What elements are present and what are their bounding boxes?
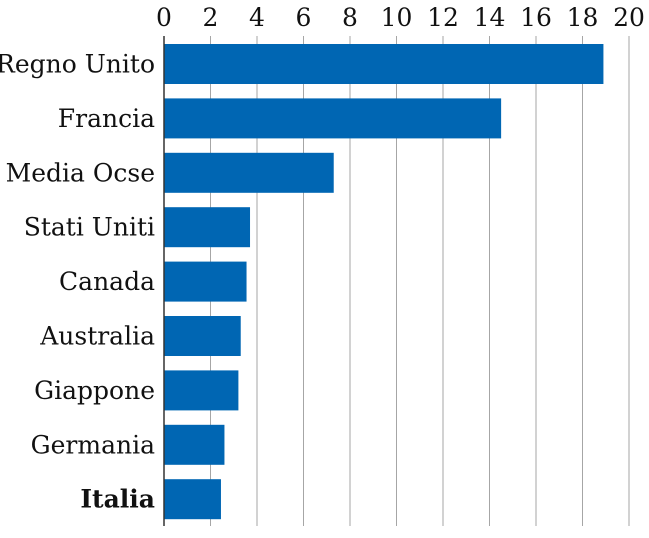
x-axis-tick-labels: 0 2 4 6 8 10 12 14 16 18 20 <box>156 3 645 32</box>
x-tick-label-6: 6 <box>296 3 312 32</box>
bar-francia <box>164 98 502 139</box>
x-tick-label-4: 4 <box>249 3 265 32</box>
x-tick-label-10: 10 <box>381 3 413 32</box>
bar-australia <box>164 316 241 356</box>
bar-germania <box>164 424 225 465</box>
x-tick-label-20: 20 <box>613 3 645 32</box>
category-label-stati-uniti: Stati Uniti <box>24 213 155 242</box>
category-label-giappone: Giappone <box>34 376 155 405</box>
category-label-media-ocse: Media Ocse <box>6 158 155 187</box>
bar-media-ocse <box>164 152 334 193</box>
category-label-francia: Francia <box>58 104 155 133</box>
x-tick-label-14: 14 <box>474 3 506 32</box>
x-tick-label-2: 2 <box>203 3 219 32</box>
category-label-germania: Germania <box>31 430 155 459</box>
bars <box>164 44 604 520</box>
bar-stati-uniti <box>164 207 251 248</box>
bar-canada <box>164 261 247 302</box>
x-tick-label-12: 12 <box>427 3 459 32</box>
bar-italia <box>164 479 221 520</box>
category-label-australia: Australia <box>39 322 155 351</box>
x-tick-label-18: 18 <box>567 3 599 32</box>
bar-giappone <box>164 370 239 411</box>
category-label-canada: Canada <box>59 267 155 296</box>
category-label-italia: Italia <box>80 485 155 514</box>
category-label-regno-unito: Regno Unito <box>0 50 155 79</box>
bar-regno-unito <box>164 44 604 84</box>
category-labels: Regno Unito Francia Media Ocse Stati Uniti C… <box>0 50 155 514</box>
x-tick-label-0: 0 <box>156 3 172 32</box>
x-tick-label-8: 8 <box>342 3 358 32</box>
x-tick-label-16: 16 <box>520 3 552 32</box>
